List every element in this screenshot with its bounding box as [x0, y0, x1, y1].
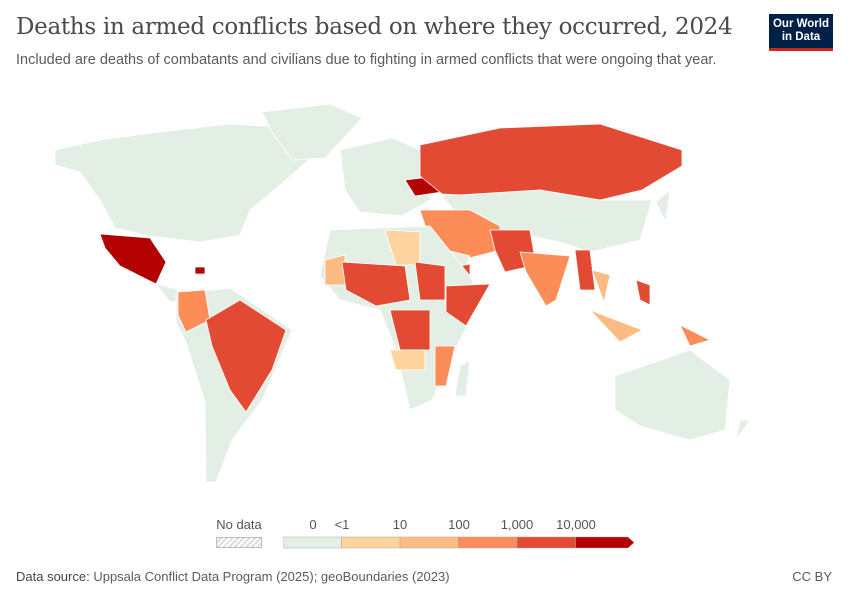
chart-title: Deaths in armed conflicts based on where…	[16, 14, 733, 40]
legend-bin-4[interactable]	[516, 536, 576, 549]
legend-bin-0[interactable]	[283, 536, 342, 549]
legend-label-2: 10	[392, 517, 408, 532]
region-sahel[interactable]	[341, 261, 411, 307]
region-haiti[interactable]	[194, 266, 206, 275]
region-new-zealand[interactable]	[735, 419, 751, 441]
region-philippines[interactable]	[635, 279, 651, 306]
region-mexico[interactable]	[99, 233, 167, 285]
region-dr-congo[interactable]	[389, 309, 431, 351]
region-papua-new-guinea[interactable]	[679, 324, 711, 347]
source-label: Data source:	[16, 569, 90, 584]
logo-text: Our World in Data	[772, 18, 829, 43]
region-mauritania[interactable]	[324, 254, 346, 286]
region-india[interactable]	[519, 251, 571, 307]
region-russia[interactable]	[419, 123, 683, 201]
chart-subtitle: Included are deaths of combatants and ci…	[16, 52, 717, 68]
legend-no-data-swatch	[216, 537, 262, 548]
region-angola[interactable]	[389, 349, 426, 371]
legend-label-4: 1,000	[500, 517, 534, 532]
region-indonesia[interactable]	[589, 309, 643, 343]
region-mozambique[interactable]	[434, 345, 456, 387]
legend-label-3: 100	[448, 517, 470, 532]
region-madagascar[interactable]	[454, 359, 471, 397]
legend-bin-3[interactable]	[458, 536, 518, 549]
region-sudan[interactable]	[414, 261, 446, 301]
legend-no-data-label: No data	[216, 517, 262, 532]
legend-label-5: 10,000	[556, 517, 596, 532]
region-greenland[interactable]	[261, 103, 363, 161]
data-source: Data source: Uppsala Conflict Data Progr…	[16, 569, 450, 584]
legend-label-1: <1	[334, 517, 350, 532]
region-brazil[interactable]	[205, 299, 287, 413]
region-thailand[interactable]	[591, 269, 611, 303]
legend-bin-5[interactable]	[575, 536, 635, 549]
region-somalia[interactable]	[445, 283, 491, 327]
region-europe[interactable]	[339, 137, 431, 217]
legend-label-0: 0	[309, 517, 317, 532]
region-north-america[interactable]	[54, 123, 321, 243]
region-japan[interactable]	[655, 189, 671, 223]
region-colombia[interactable]	[177, 289, 211, 333]
world-map	[54, 103, 751, 483]
license[interactable]: CC BY	[792, 569, 832, 584]
source-text[interactable]: Uppsala Conflict Data Program (2025); ge…	[93, 569, 450, 584]
legend-color-bar	[283, 536, 635, 549]
region-myanmar[interactable]	[574, 249, 596, 291]
region-australia[interactable]	[614, 349, 731, 441]
legend-bin-1[interactable]	[341, 536, 401, 549]
owid-logo[interactable]: Our World in Data	[769, 14, 833, 51]
legend-bin-2[interactable]	[399, 536, 459, 549]
